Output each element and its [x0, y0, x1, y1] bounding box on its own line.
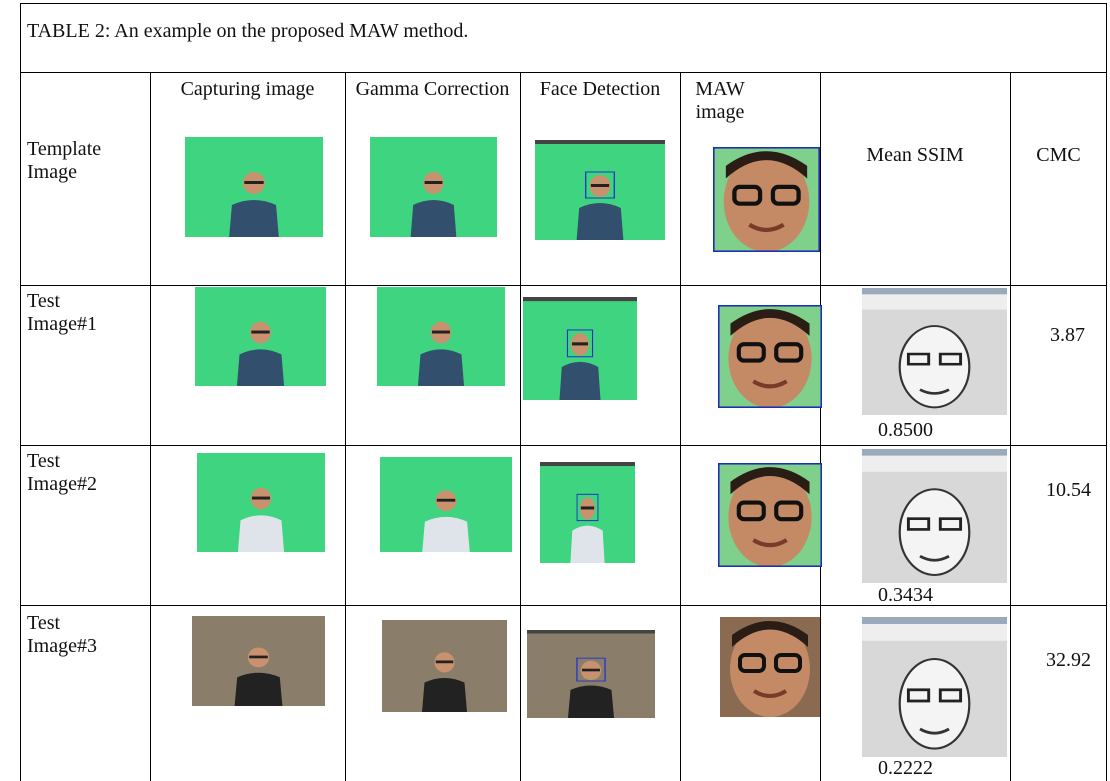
header: CMC: [1036, 144, 1081, 166]
ssim-value: 0.2222: [878, 757, 933, 779]
cmc-value: 10.54: [1046, 479, 1091, 501]
header: Face Detection: [539, 78, 661, 100]
image: [540, 462, 635, 563]
caption: TABLE 2: An example on the proposed MAW …: [27, 20, 469, 42]
border: [1010, 72, 1011, 781]
header: Capturing image: [180, 78, 315, 100]
image: [713, 147, 820, 252]
image: [862, 449, 1007, 583]
row-label: Test Image#1: [27, 290, 97, 335]
image: [523, 297, 637, 400]
border: [1106, 3, 1107, 781]
border: [820, 72, 821, 781]
row-label: Template Image: [27, 138, 102, 183]
border: [680, 72, 681, 781]
image: [377, 287, 505, 386]
image: [862, 288, 1007, 415]
cmc-value: 3.87: [1050, 324, 1085, 346]
image: [197, 453, 325, 552]
image: [185, 137, 323, 237]
header: Gamma Correction: [355, 78, 510, 100]
image: [370, 137, 497, 237]
header: Mean SSIM: [866, 144, 964, 166]
image: [718, 305, 822, 408]
border: [345, 72, 346, 781]
border: [20, 3, 1107, 4]
image: [718, 463, 822, 567]
image: [535, 140, 665, 240]
ssim-value: 0.3434: [878, 584, 933, 606]
cmc-value: 32.92: [1046, 649, 1091, 671]
header: MAW image: [695, 78, 745, 123]
image: [195, 287, 326, 386]
image: [380, 457, 512, 552]
border: [20, 445, 1107, 446]
border: [150, 72, 151, 781]
border: [20, 3, 21, 781]
border: [20, 605, 1107, 606]
border: [20, 285, 1107, 286]
image: [382, 620, 507, 712]
image: [720, 617, 820, 717]
border: [20, 72, 1107, 73]
row-label: Test Image#2: [27, 450, 97, 495]
image: [192, 616, 325, 706]
ssim-value: 0.8500: [878, 419, 933, 441]
row-label: Test Image#3: [27, 612, 97, 657]
image: [862, 617, 1007, 757]
border: [520, 72, 521, 781]
image: [527, 630, 655, 718]
